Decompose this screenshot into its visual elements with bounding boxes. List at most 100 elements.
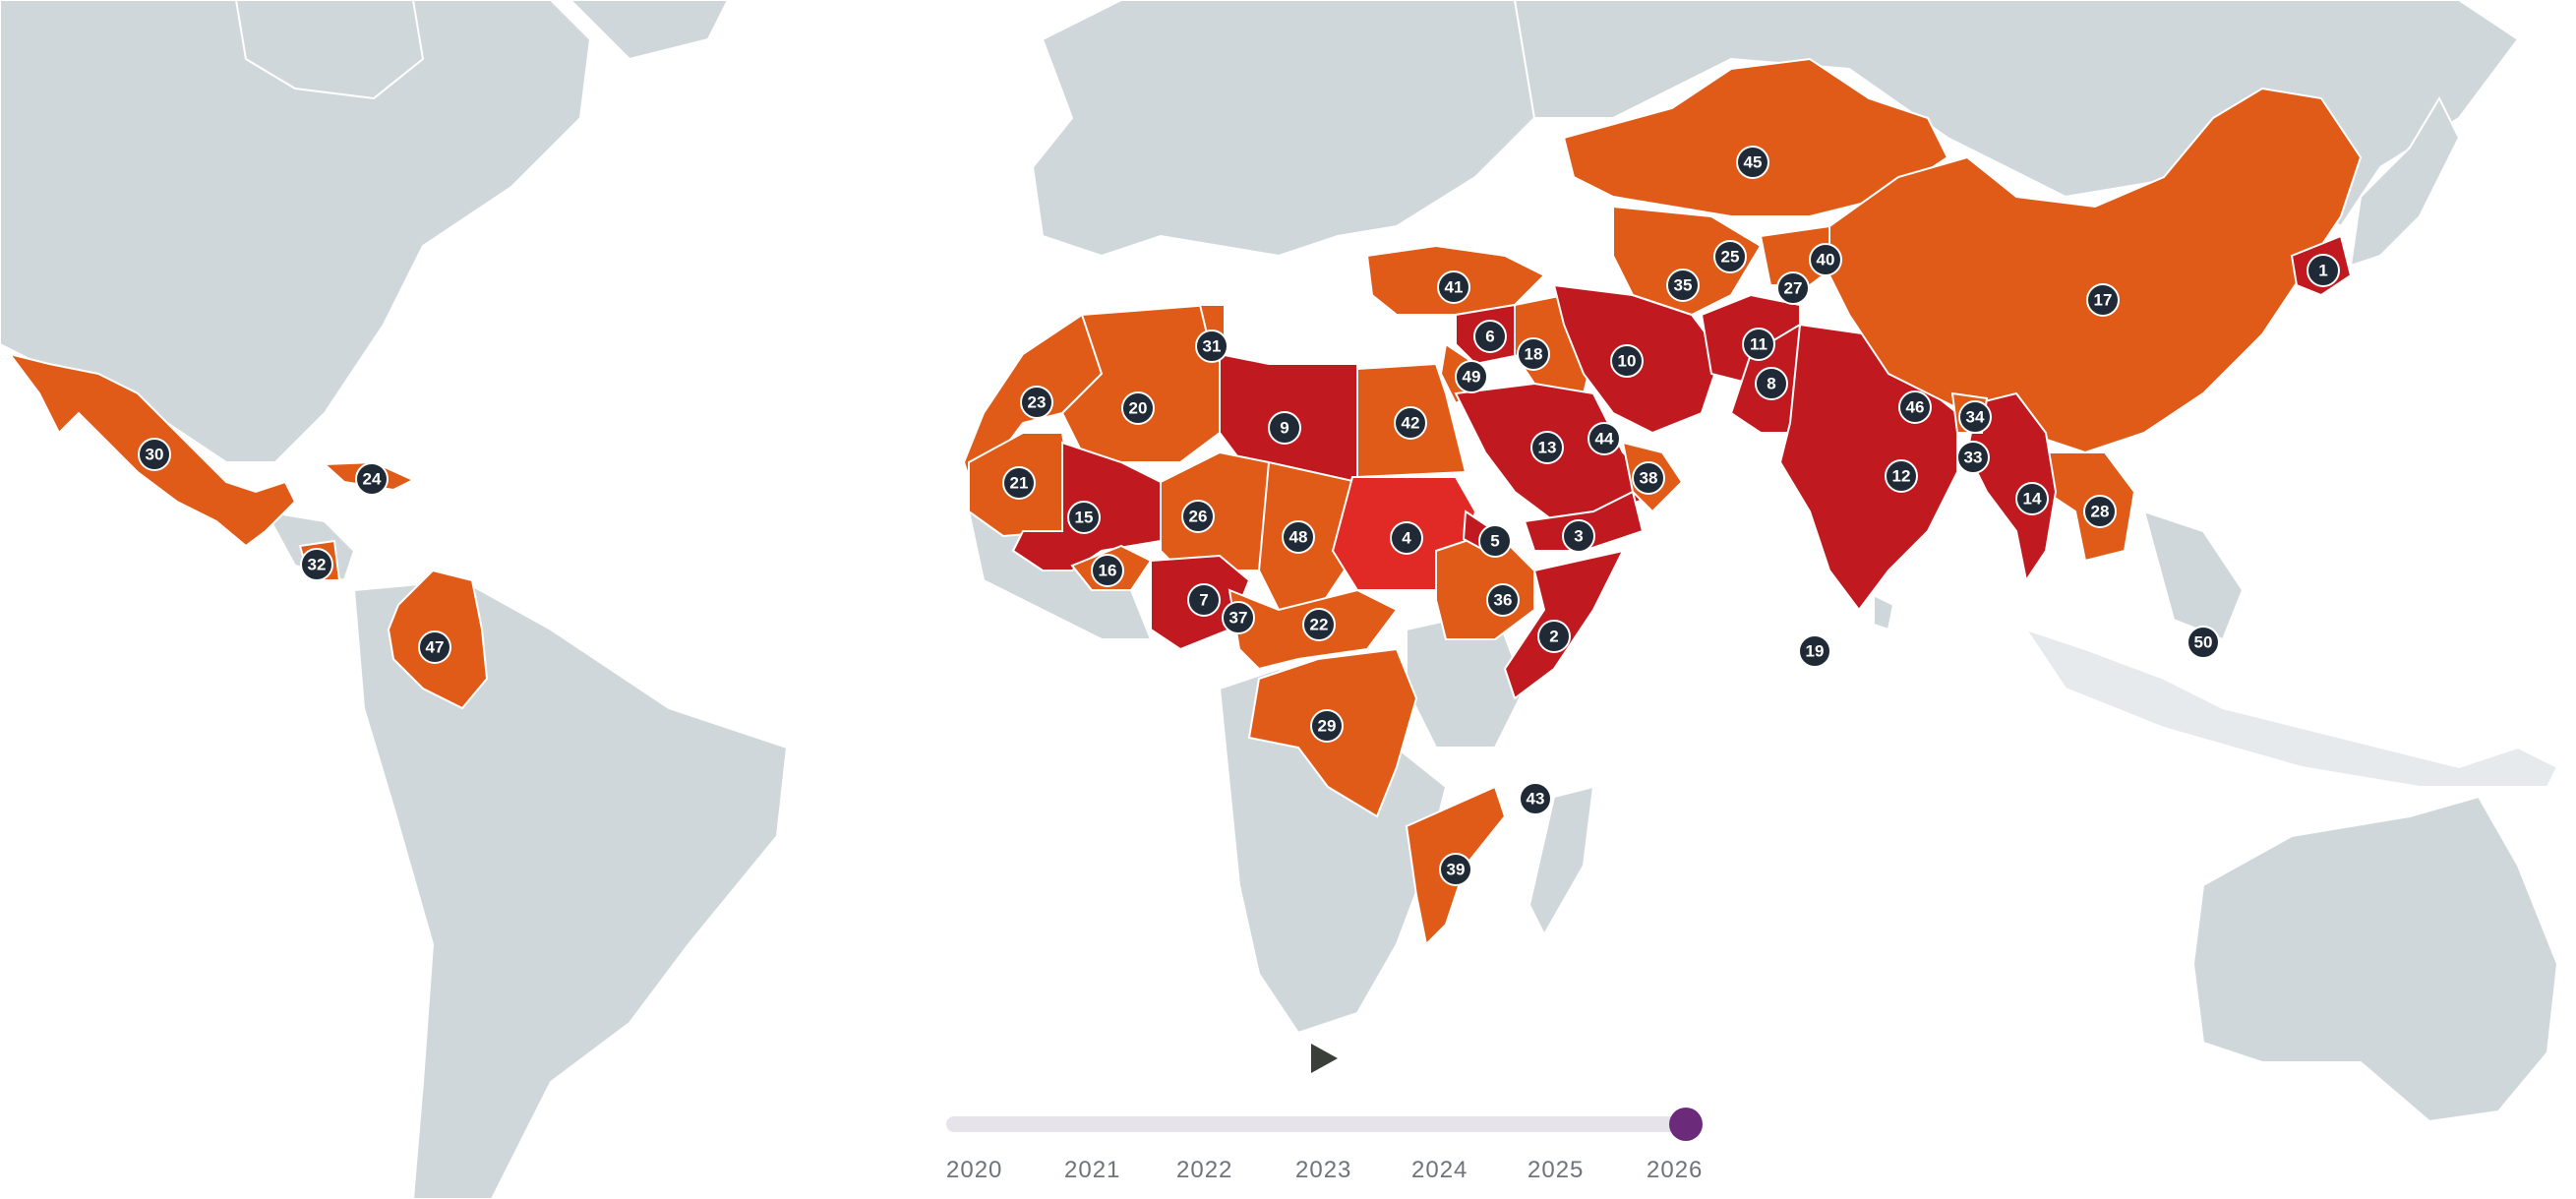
rank-marker-32[interactable]: 32	[300, 548, 333, 581]
rank-marker-29[interactable]: 29	[1310, 709, 1344, 743]
rank-label-1: 1	[2318, 262, 2327, 280]
year-label-2021[interactable]: 2021	[1064, 1157, 1121, 1183]
rank-label-15: 15	[1075, 509, 1094, 527]
rank-marker-26[interactable]: 26	[1181, 500, 1215, 533]
rank-label-17: 17	[2094, 291, 2113, 310]
rank-marker-23[interactable]: 23	[1020, 386, 1053, 419]
rank-label-8: 8	[1767, 375, 1775, 393]
rank-marker-7[interactable]: 7	[1187, 583, 1221, 617]
rank-label-28: 28	[2091, 503, 2110, 521]
rank-marker-30[interactable]: 30	[138, 438, 171, 471]
rank-marker-9[interactable]: 9	[1268, 411, 1301, 445]
year-label-2024[interactable]: 2024	[1411, 1157, 1468, 1183]
year-label-2022[interactable]: 2022	[1176, 1157, 1233, 1183]
year-label-2025[interactable]: 2025	[1528, 1157, 1585, 1183]
rank-marker-39[interactable]: 39	[1439, 853, 1472, 886]
play-button[interactable]	[1306, 1041, 1342, 1076]
rank-marker-1[interactable]: 1	[2306, 254, 2340, 287]
timeline-slider-handle[interactable]	[1669, 1108, 1703, 1141]
rank-markers[interactable]: 1 2 3 4 5 6 7 8 9 10 11 12 13 14 15 16 1…	[138, 146, 2340, 886]
rank-label-4: 4	[1402, 529, 1411, 548]
rank-marker-45[interactable]: 45	[1736, 146, 1769, 179]
rank-marker-34[interactable]: 34	[1958, 400, 1992, 434]
rank-marker-28[interactable]: 28	[2083, 495, 2117, 528]
timeline-slider-track[interactable]	[946, 1116, 1686, 1132]
year-label-2026[interactable]: 2026	[1647, 1157, 1704, 1183]
rank-marker-22[interactable]: 22	[1302, 608, 1336, 641]
rank-label-49: 49	[1463, 368, 1481, 387]
rank-label-10: 10	[1618, 352, 1637, 371]
rank-label-21: 21	[1010, 474, 1029, 493]
rank-marker-48[interactable]: 48	[1282, 520, 1315, 554]
rank-marker-8[interactable]: 8	[1755, 367, 1788, 400]
rank-marker-15[interactable]: 15	[1067, 501, 1101, 534]
rank-label-37: 37	[1229, 609, 1248, 628]
rank-marker-2[interactable]: 2	[1537, 620, 1571, 653]
rank-label-41: 41	[1445, 278, 1464, 297]
rank-marker-49[interactable]: 49	[1455, 360, 1488, 393]
rank-label-9: 9	[1280, 419, 1288, 438]
rank-marker-4[interactable]: 4	[1390, 521, 1423, 555]
rank-label-34: 34	[1966, 408, 1985, 427]
rank-label-35: 35	[1674, 276, 1693, 295]
rank-marker-6[interactable]: 6	[1473, 320, 1507, 353]
rank-marker-43[interactable]: 43	[1519, 782, 1552, 815]
rank-marker-24[interactable]: 24	[355, 462, 389, 496]
rank-label-48: 48	[1289, 528, 1308, 547]
rank-label-32: 32	[308, 556, 327, 574]
rank-label-3: 3	[1574, 527, 1583, 546]
rank-label-6: 6	[1485, 328, 1494, 346]
rank-marker-47[interactable]: 47	[418, 630, 451, 664]
rank-marker-46[interactable]: 46	[1898, 390, 1932, 424]
rank-marker-16[interactable]: 16	[1091, 554, 1124, 587]
rank-label-14: 14	[2023, 490, 2042, 509]
rank-marker-37[interactable]: 37	[1222, 601, 1255, 634]
rank-marker-41[interactable]: 41	[1437, 270, 1470, 304]
rank-label-42: 42	[1402, 414, 1420, 433]
rank-marker-33[interactable]: 33	[1956, 441, 1990, 474]
rank-marker-3[interactable]: 3	[1562, 519, 1595, 553]
rank-marker-21[interactable]: 21	[1002, 466, 1036, 500]
rank-marker-38[interactable]: 38	[1632, 461, 1665, 495]
rank-marker-12[interactable]: 12	[1885, 459, 1918, 493]
year-label-2020[interactable]: 2020	[946, 1157, 1003, 1183]
rank-marker-25[interactable]: 25	[1713, 240, 1747, 273]
rank-label-30: 30	[146, 446, 164, 464]
rank-marker-14[interactable]: 14	[2015, 482, 2049, 515]
rank-label-7: 7	[1199, 591, 1208, 610]
rank-marker-27[interactable]: 27	[1776, 271, 1810, 305]
rank-label-44: 44	[1595, 430, 1614, 449]
rank-marker-40[interactable]: 40	[1809, 243, 1842, 276]
rank-marker-50[interactable]: 50	[2187, 626, 2220, 659]
rank-label-26: 26	[1189, 508, 1208, 526]
year-label-2023[interactable]: 2023	[1295, 1157, 1352, 1183]
rank-marker-18[interactable]: 18	[1517, 337, 1550, 371]
rank-marker-10[interactable]: 10	[1610, 344, 1644, 378]
rank-marker-5[interactable]: 5	[1478, 524, 1512, 558]
rank-label-31: 31	[1203, 337, 1222, 356]
rank-label-27: 27	[1784, 279, 1803, 298]
rank-marker-35[interactable]: 35	[1666, 269, 1700, 302]
rank-label-33: 33	[1964, 449, 1983, 467]
rank-marker-13[interactable]: 13	[1530, 431, 1564, 464]
rank-marker-44[interactable]: 44	[1588, 422, 1621, 455]
rank-marker-17[interactable]: 17	[2086, 283, 2120, 317]
rank-marker-20[interactable]: 20	[1121, 391, 1155, 425]
rank-label-38: 38	[1640, 469, 1658, 488]
rank-label-50: 50	[2194, 633, 2213, 652]
rank-label-45: 45	[1744, 153, 1763, 172]
rank-marker-31[interactable]: 31	[1195, 330, 1228, 363]
rank-label-18: 18	[1525, 345, 1543, 364]
rank-marker-42[interactable]: 42	[1394, 406, 1427, 440]
rank-label-47: 47	[426, 638, 445, 657]
rank-label-43: 43	[1527, 790, 1545, 809]
rank-marker-36[interactable]: 36	[1486, 583, 1520, 617]
rank-marker-19[interactable]: 19	[1798, 634, 1831, 668]
rank-marker-11[interactable]: 11	[1742, 328, 1775, 361]
rank-label-12: 12	[1892, 467, 1911, 486]
rank-label-46: 46	[1906, 398, 1925, 417]
rank-label-39: 39	[1447, 861, 1466, 879]
rank-label-40: 40	[1817, 251, 1835, 270]
